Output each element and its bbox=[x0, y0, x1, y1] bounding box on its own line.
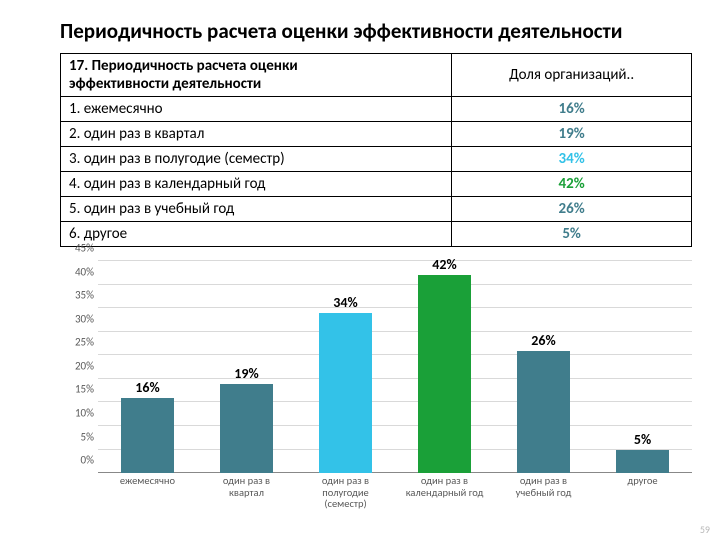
y-tick-label: 45% bbox=[60, 242, 94, 255]
page-number: 59 bbox=[700, 523, 710, 536]
row-value: 16% bbox=[452, 97, 692, 122]
y-tick-label: 25% bbox=[60, 336, 94, 349]
data-table: 17. Периодичность расчета оценки эффекти… bbox=[60, 53, 692, 247]
y-tick-label: 40% bbox=[60, 265, 94, 278]
y-tick-label: 10% bbox=[60, 406, 94, 419]
row-label: 1. ежемесячно bbox=[61, 97, 452, 122]
table-row: 6. другое 5% bbox=[61, 222, 692, 247]
table-row: 3. один раз в полугодие (семестр) 34% bbox=[61, 147, 692, 172]
bar-value-label: 34% bbox=[333, 294, 357, 311]
table-row: 1. ежемесячно 16% bbox=[61, 97, 692, 122]
row-label: 2. один раз в квартал bbox=[61, 122, 452, 147]
table-row: 4. один раз в календарный год 42% bbox=[61, 172, 692, 197]
row-label: 6. другое bbox=[61, 222, 452, 247]
bar bbox=[319, 313, 372, 473]
bar bbox=[121, 398, 174, 473]
row-label: 5. один раз в учебный год bbox=[61, 197, 452, 222]
y-tick-label: 0% bbox=[60, 454, 94, 467]
x-tick-label: один раз в календарный год bbox=[395, 473, 494, 501]
row-value: 42% bbox=[452, 172, 692, 197]
bar-value-label: 42% bbox=[432, 256, 456, 273]
x-tick-label: ежемесячно bbox=[98, 473, 197, 501]
bar bbox=[418, 275, 471, 473]
x-tick-label: другое bbox=[593, 473, 692, 501]
bar-column: 26% bbox=[494, 261, 593, 473]
row-label: 3. один раз в полугодие (семестр) bbox=[61, 147, 452, 172]
table-row: 2. один раз в квартал 19% bbox=[61, 122, 692, 147]
bar bbox=[616, 450, 669, 474]
table-row: 5. один раз в учебный год 26% bbox=[61, 197, 692, 222]
y-tick-label: 30% bbox=[60, 312, 94, 325]
bar bbox=[517, 351, 570, 473]
bar-value-label: 19% bbox=[234, 365, 258, 382]
x-tick-label: один раз в полугодие (семестр) bbox=[296, 473, 395, 501]
row-value: 5% bbox=[452, 222, 692, 247]
x-tick-label: один раз в учебный год bbox=[494, 473, 593, 501]
bar-column: 42% bbox=[395, 261, 494, 473]
bar-group: 16% 19% 34% 42% 26% 5% bbox=[98, 261, 692, 473]
y-tick-label: 5% bbox=[60, 430, 94, 443]
bar-column: 34% bbox=[296, 261, 395, 473]
table-header-left: 17. Периодичность расчета оценки эффекти… bbox=[61, 54, 452, 97]
y-tick-label: 35% bbox=[60, 289, 94, 302]
x-tick-label: один раз в квартал bbox=[197, 473, 296, 501]
bar-column: 5% bbox=[593, 261, 692, 473]
bar-column: 19% bbox=[197, 261, 296, 473]
row-value: 26% bbox=[452, 197, 692, 222]
row-value: 19% bbox=[452, 122, 692, 147]
page-title: Периодичность расчета оценки эффективнос… bbox=[60, 20, 692, 43]
y-tick-label: 15% bbox=[60, 383, 94, 396]
row-value: 34% bbox=[452, 147, 692, 172]
bar-value-label: 16% bbox=[135, 379, 159, 396]
bar bbox=[220, 384, 273, 474]
bar-value-label: 26% bbox=[531, 332, 555, 349]
bar-chart: 0%5%10%15%20%25%30%35%40%45%16%19%34%42%… bbox=[60, 261, 692, 501]
bar-column: 16% bbox=[98, 261, 197, 473]
y-tick-label: 20% bbox=[60, 359, 94, 372]
table-header-right: Доля организаций.. bbox=[452, 54, 692, 97]
bar-value-label: 5% bbox=[634, 431, 651, 448]
row-label: 4. один раз в календарный год bbox=[61, 172, 452, 197]
